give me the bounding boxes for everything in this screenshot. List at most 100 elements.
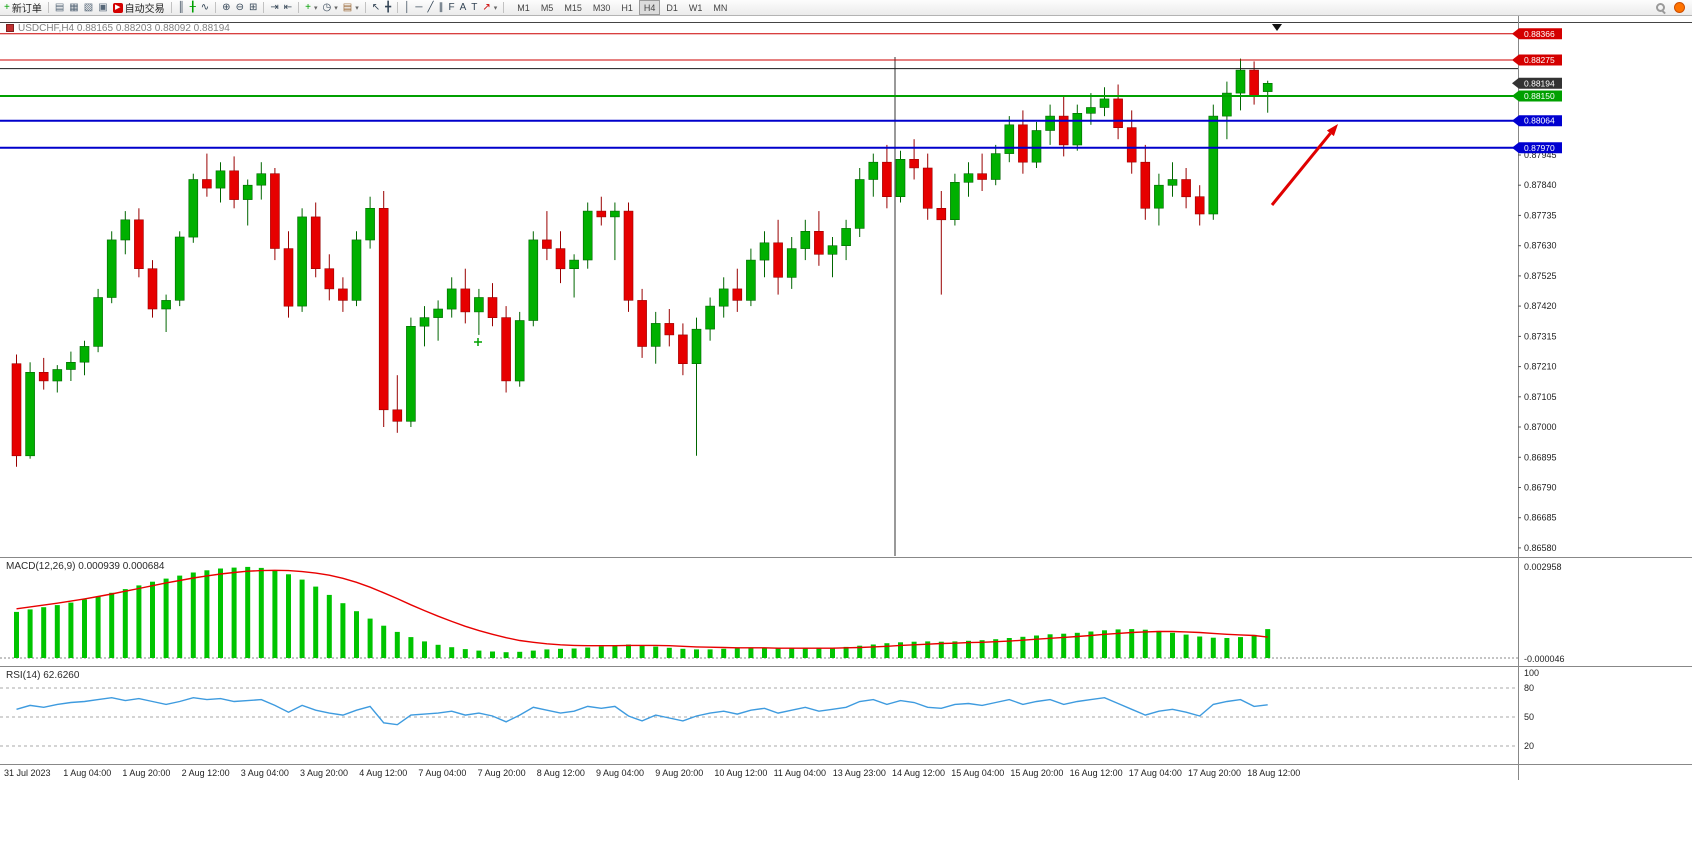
arrow-objects-button[interactable]: ↗ ▾ [480, 1, 499, 15]
svg-text:0.86790: 0.86790 [1524, 483, 1557, 493]
svg-text:100: 100 [1524, 668, 1539, 678]
svg-text:80: 80 [1524, 683, 1534, 693]
timeframe-toolbar: M1 M5 M15 M30 H1 H4 D1 W1 MN [512, 0, 732, 15]
zoom-out-button[interactable]: ⊖ [234, 1, 246, 15]
svg-text:0.86580: 0.86580 [1524, 543, 1557, 553]
svg-text:20: 20 [1524, 741, 1534, 751]
vertical-line-icon: │ [404, 1, 411, 13]
text-button[interactable]: A [458, 1, 469, 15]
macd-panel: 0.002958 -0.000046 [0, 562, 1565, 664]
trend-arrow-head [1326, 124, 1338, 137]
svg-text:16 Aug 12:00: 16 Aug 12:00 [1070, 768, 1123, 778]
templates-icon: ▤ [342, 1, 353, 13]
alert-icon[interactable] [1674, 2, 1685, 13]
svg-text:2 Aug 12:00: 2 Aug 12:00 [182, 768, 230, 778]
bar-chart-button[interactable]: ║ [176, 1, 187, 15]
candlestick-chart-button[interactable]: ╂ [188, 1, 198, 15]
price-tag-0.88275 [1512, 54, 1562, 66]
price-tag-0.88194 [1512, 77, 1562, 89]
tile-windows-icon: ⊞ [248, 1, 258, 13]
rsi-panel: 100 80 50 20 [0, 668, 1539, 751]
svg-text:0.87525: 0.87525 [1524, 271, 1557, 281]
zoom-in-button[interactable]: ⊕ [220, 1, 232, 15]
auto-scroll-button[interactable]: ⇥ [268, 1, 280, 15]
candlestick-chart-icon: ╂ [189, 1, 196, 13]
timeframe-m1-button[interactable]: M1 [517, 2, 530, 13]
candles-layer [11, 58, 1273, 467]
svg-text:-0.000046: -0.000046 [1524, 654, 1565, 664]
equidistant-channel-button[interactable]: ∥ [437, 1, 446, 15]
templates-button[interactable]: ▤ ▾ [341, 1, 361, 15]
equidistant-channel-icon: ∥ [438, 1, 444, 13]
profiles-icon: ▦ [69, 1, 79, 13]
timeframe-mn-button[interactable]: MN [713, 2, 728, 13]
indicators-button[interactable]: + ▾ [303, 1, 319, 15]
dropdown-arrow-icon[interactable]: ▾ [493, 4, 498, 12]
profiles-button[interactable]: ▦ [67, 1, 80, 15]
svg-text:15 Aug 04:00: 15 Aug 04:00 [951, 768, 1004, 778]
svg-text:0.87105: 0.87105 [1524, 392, 1557, 402]
dropdown-arrow-icon[interactable]: ▾ [313, 4, 318, 12]
trendline-button[interactable]: ╱ [425, 1, 435, 15]
toolbar-separator [263, 2, 265, 13]
svg-text:0.87735: 0.87735 [1524, 210, 1557, 220]
text-label-button[interactable]: T [469, 1, 479, 15]
horizontal-line-button[interactable]: ─ [413, 1, 424, 15]
annotations-layer [474, 24, 1338, 346]
tile-windows-button[interactable]: ⊞ [247, 1, 259, 15]
rsi-line [16, 696, 1268, 726]
timeframe-m30-button[interactable]: M30 [592, 2, 611, 13]
timeframe-m5-button[interactable]: M5 [540, 2, 554, 13]
line-chart-icon: ∿ [200, 1, 210, 13]
svg-text:50: 50 [1524, 712, 1534, 722]
svg-text:0.87420: 0.87420 [1524, 301, 1557, 311]
navigator-button[interactable]: ▣ [96, 1, 109, 15]
timeframe-w1-button[interactable]: W1 [688, 2, 703, 13]
price-axis: 0.87945 0.87840 0.87735 0.87630 0.87525 0.874… [1512, 28, 1562, 553]
svg-text:0.88194: 0.88194 [1524, 78, 1555, 88]
chart-canvas[interactable]: 0.87945 0.87840 0.87735 0.87630 0.87525 0.874… [0, 0, 1692, 790]
cursor-button[interactable]: ↖ [370, 1, 382, 15]
crosshair-button[interactable]: ╋ [383, 1, 393, 15]
bar-chart-icon: ║ [177, 1, 185, 13]
market-watch-icon: ▧ [83, 1, 94, 13]
timeframe-h4-button[interactable]: H4 [638, 0, 661, 15]
search-icon[interactable] [1656, 2, 1666, 13]
svg-text:0.86685: 0.86685 [1524, 513, 1557, 523]
svg-text:7 Aug 04:00: 7 Aug 04:00 [418, 768, 466, 778]
navigator-icon: ▣ [98, 1, 108, 13]
charts-window-button[interactable]: ▤ [53, 1, 66, 15]
svg-text:0.88150: 0.88150 [1524, 91, 1555, 101]
timeframe-d1-button[interactable]: D1 [666, 2, 678, 13]
timeframe-m15-button[interactable]: M15 [564, 2, 582, 13]
svg-text:0.88275: 0.88275 [1524, 55, 1555, 65]
new-order-button[interactable]: + 新订单 [2, 1, 44, 15]
auto-trading-button[interactable]: ▶ 自动交易 [111, 1, 167, 15]
svg-text:0.87000: 0.87000 [1524, 422, 1557, 432]
svg-text:13 Aug 23:00: 13 Aug 23:00 [833, 768, 886, 778]
trendline-icon: ╱ [427, 1, 434, 13]
periods-button[interactable]: ◷ ▾ [320, 1, 339, 15]
new-order-icon: + [4, 1, 10, 13]
time-axis: 31 Jul 2023 1 Aug 04:00 1 Aug 20:00 2 Aug 1… [4, 768, 1300, 778]
trend-arrow[interactable] [1270, 132, 1332, 206]
svg-text:0.87945: 0.87945 [1524, 150, 1557, 160]
svg-text:4 Aug 12:00: 4 Aug 12:00 [359, 768, 407, 778]
toolbar-separator [170, 2, 172, 13]
periods-icon: ◷ [322, 1, 332, 13]
fibonacci-button[interactable]: F [447, 1, 457, 15]
svg-text:3 Aug 04:00: 3 Aug 04:00 [241, 768, 289, 778]
dropdown-arrow-icon[interactable]: ▾ [355, 4, 359, 12]
dropdown-arrow-icon[interactable]: ▾ [334, 4, 338, 12]
svg-text:17 Aug 04:00: 17 Aug 04:00 [1129, 768, 1182, 778]
line-chart-button[interactable]: ∿ [199, 1, 211, 15]
indicators-icon: + [305, 1, 311, 13]
vertical-line-button[interactable]: │ [402, 1, 412, 15]
price-tag-0.88064 [1512, 115, 1562, 127]
price-tag-0.88150 [1512, 90, 1562, 102]
timeframe-h1-button[interactable]: H1 [621, 2, 633, 13]
market-watch-button[interactable]: ▧ [82, 1, 95, 15]
chart-shift-button[interactable]: ⇤ [282, 1, 294, 15]
arrow-objects-icon: ↗ [482, 1, 491, 13]
